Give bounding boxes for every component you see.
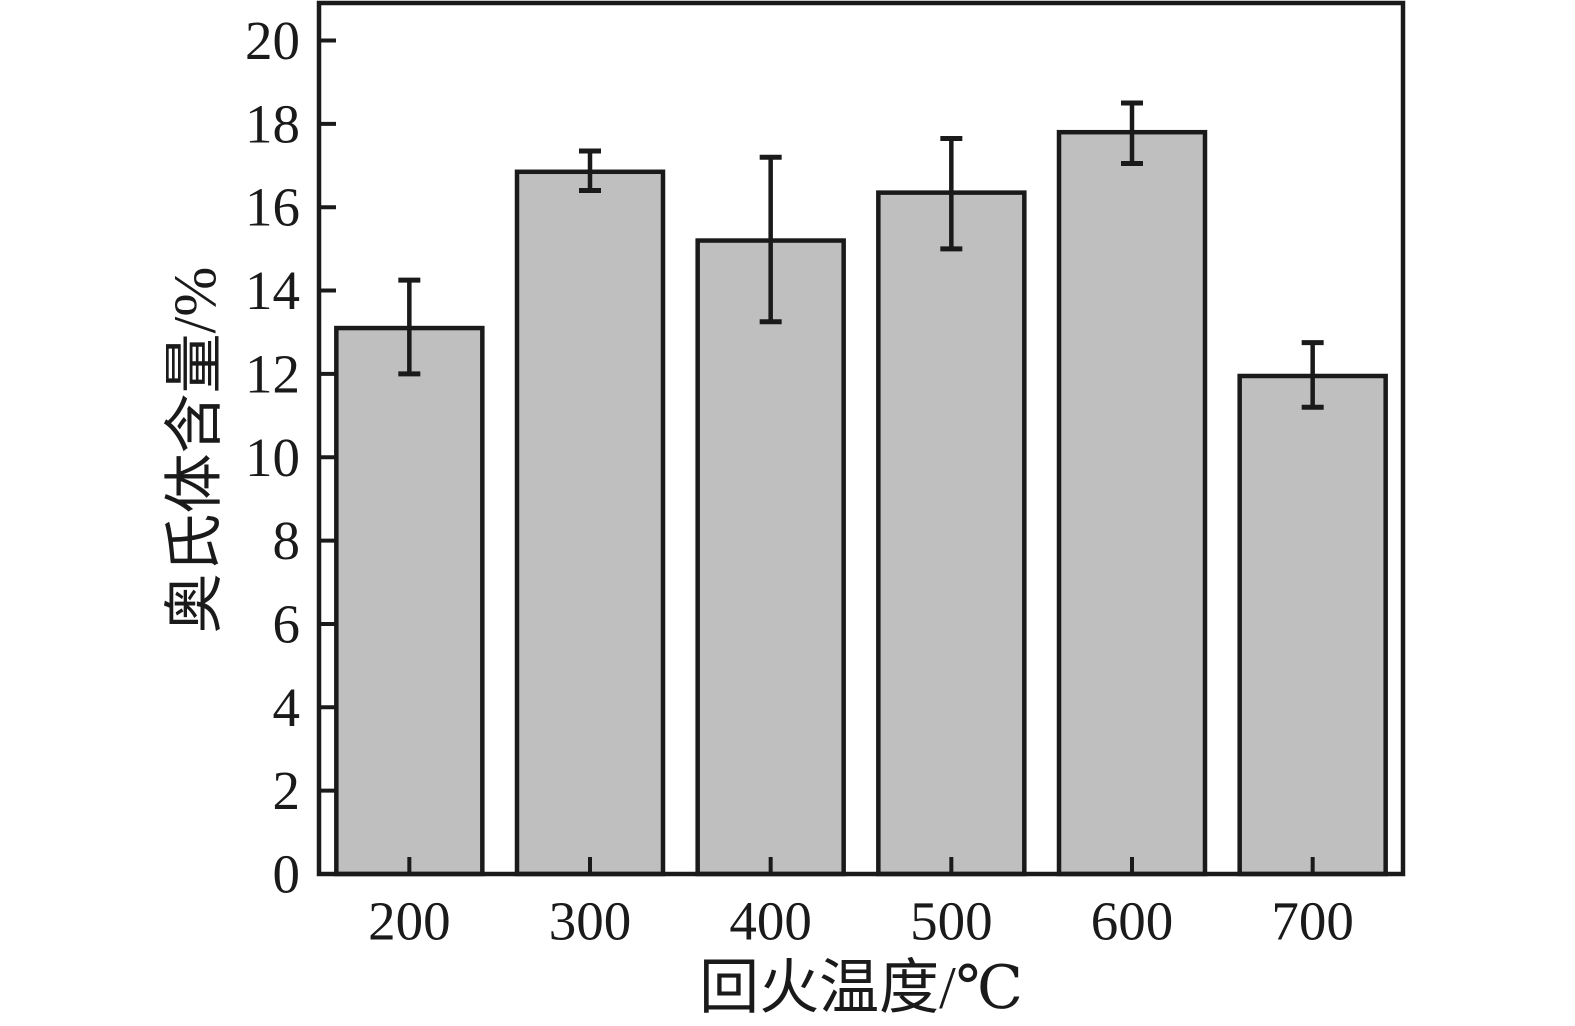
y-tick-label-6: 6 bbox=[273, 593, 301, 654]
y-tick-label-10: 10 bbox=[245, 427, 300, 488]
x-tick-label-700: 700 bbox=[1271, 891, 1354, 952]
y-tick-label-18: 18 bbox=[245, 93, 300, 154]
y-tick-label-14: 14 bbox=[245, 260, 300, 321]
x-tick-label-300: 300 bbox=[549, 891, 632, 952]
y-tick-label-20: 20 bbox=[245, 10, 300, 71]
y-tick-label-12: 12 bbox=[245, 343, 300, 404]
y-tick-label-0: 0 bbox=[273, 844, 301, 905]
x-tick-label-400: 400 bbox=[729, 891, 812, 952]
bar-300 bbox=[514, 169, 666, 877]
bar-600 bbox=[1056, 129, 1208, 877]
bar-500 bbox=[876, 190, 1027, 877]
y-tick-label-2: 2 bbox=[273, 760, 301, 821]
y-axis-title: 奥氏体含量/% bbox=[162, 267, 228, 634]
plot-frame bbox=[316, 0, 1406, 877]
x-tick-label-200: 200 bbox=[368, 891, 451, 952]
y-tick-label-8: 8 bbox=[273, 510, 301, 571]
x-tick-label-500: 500 bbox=[910, 891, 993, 952]
x-axis-title: 回火温度/℃ bbox=[699, 955, 1023, 1021]
bar-200 bbox=[334, 325, 485, 877]
bar-400 bbox=[695, 238, 846, 877]
y-tick-label-16: 16 bbox=[245, 177, 300, 238]
y-tick-label-4: 4 bbox=[273, 677, 301, 738]
bar-700 bbox=[1237, 373, 1388, 877]
x-tick-label-600: 600 bbox=[1091, 891, 1174, 952]
